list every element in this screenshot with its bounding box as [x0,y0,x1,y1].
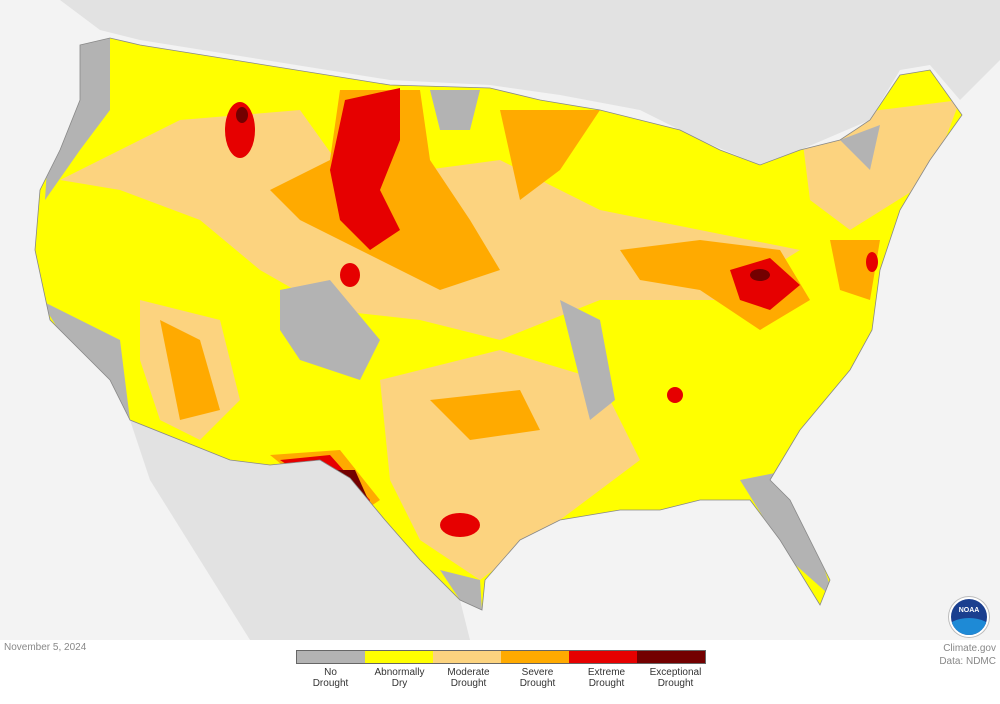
legend-swatch [569,651,637,663]
legend-label-line: Severe [521,667,554,678]
drought-map [0,0,1000,640]
legend-swatch [501,651,569,663]
legend-label-line: Dry [391,678,408,689]
legend-label-line: No [324,667,337,678]
credit-data: Data: NDMC [939,656,996,667]
legend-swatch [637,651,705,663]
legend-swatch [297,651,365,663]
legend-label-line: Drought [519,678,556,689]
map-date: November 5, 2024 [4,642,87,653]
legend-bar [296,650,706,664]
noaa-logo: NOAA [949,597,989,637]
legend-label: Exceptional Drought [641,667,710,689]
legend-label: Abnormally Dry [365,667,434,689]
legend-swatch [365,651,433,663]
legend-label-line: Drought [450,678,487,689]
canada-land [0,0,1000,165]
mexico-land [130,420,470,640]
legend-label: No Drought [296,667,365,689]
legend-label-line: Extreme [587,667,626,678]
legend-label-line: Moderate [447,667,490,678]
legend-label: Extreme Drought [572,667,641,689]
legend-swatch [433,651,501,663]
legend-label-line: Abnormally [374,667,425,678]
credit-source: Climate.gov [943,643,996,654]
legend-label-line: Drought [312,678,349,689]
legend-label-line: Drought [588,678,625,689]
legend-label: Moderate Drought [434,667,503,689]
credit: Climate.gov Data: NDMC [939,642,996,668]
legend-labels: No Drought Abnormally Dry Moderate Drought Sev… [296,667,710,689]
legend-label: Severe Drought [503,667,572,689]
legend-label-line: Drought [657,678,694,689]
legend-label-line: Exceptional [649,667,702,678]
